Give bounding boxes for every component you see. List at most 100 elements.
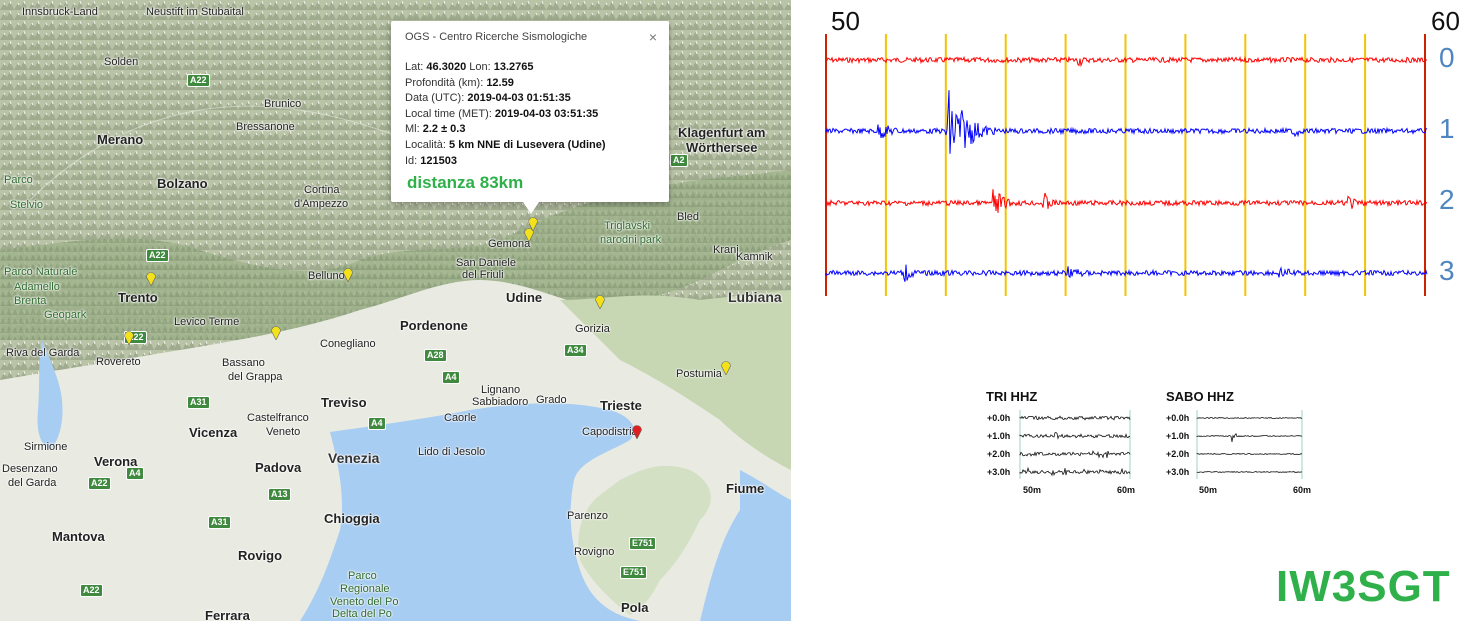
map-place-label: Ferrara xyxy=(205,608,250,621)
road-shield: E751 xyxy=(620,566,648,579)
map-place-label: Belluno xyxy=(308,270,345,282)
mini-helicorders xyxy=(1019,410,1303,479)
ml-label: Ml: xyxy=(405,123,420,136)
road-shield: A4 xyxy=(126,467,144,480)
map-place-label: Parenzo xyxy=(567,510,608,522)
map-place-label: Fiume xyxy=(726,481,765,496)
map-place-label: Brenta xyxy=(14,295,47,307)
mini-row-label: +1.0h xyxy=(987,431,1011,441)
id-row: Id: 121503 xyxy=(405,154,606,170)
map-place-label: Rovigno xyxy=(574,546,615,558)
map-place-label: Solden xyxy=(104,56,139,68)
mini-trace xyxy=(1019,450,1131,459)
map-view[interactable]: Innsbruck-Land Neustift im Stubaital Solde… xyxy=(0,0,791,621)
mini-trace xyxy=(1196,433,1303,442)
station-marker-icon[interactable] xyxy=(632,425,642,439)
map-place-label: Rovigo xyxy=(238,548,283,563)
map-place-label: Padova xyxy=(255,460,302,475)
earthquake-marker-icon[interactable] xyxy=(524,228,534,242)
map-place-label: Cortina xyxy=(304,184,340,196)
earthquake-marker-icon[interactable] xyxy=(721,361,731,375)
map-place-label: Capodistria xyxy=(582,426,638,438)
mini-trace xyxy=(1019,432,1131,440)
callsign: IW3SGT xyxy=(1276,562,1451,611)
map-place-label: Lubiana xyxy=(728,289,782,305)
map-place-label: Klagenfurt am xyxy=(678,125,766,140)
road-shield: A4 xyxy=(368,417,386,430)
channel-label-0: 0 xyxy=(1439,42,1455,73)
map-place-label: Lignano xyxy=(481,384,521,396)
mini-x-start: 50m xyxy=(1023,485,1042,495)
map-place-label: Caorle xyxy=(444,412,477,424)
date-row: Data (UTC): 2019-04-03 01:51:35 xyxy=(405,91,606,107)
map-place-label: del Grappa xyxy=(228,371,283,383)
location-row: Località: 5 km NNE di Lusevera (Udine) xyxy=(405,138,606,154)
mini-row-label: +3.0h xyxy=(987,467,1011,477)
earthquake-marker-icon[interactable] xyxy=(124,331,134,345)
map-place-label: Venezia xyxy=(328,450,380,466)
map-place-label: Postumia xyxy=(676,368,722,380)
mini-row-label: +2.0h xyxy=(987,449,1011,459)
mini-x-end: 60m xyxy=(1117,485,1136,495)
depth-value: 12.59 xyxy=(486,76,514,89)
road-shield: A4 xyxy=(442,371,460,384)
close-icon[interactable]: × xyxy=(648,29,657,45)
map-place-label: Innsbruck-Land xyxy=(22,6,98,18)
map-place-label: d'Ampezzo xyxy=(294,198,349,210)
loc-label: Località: xyxy=(405,138,446,151)
ml-value: 2.2 ± 0.3 xyxy=(422,123,466,136)
mini-x-start: 50m xyxy=(1199,485,1218,495)
map-place-label: Bolzano xyxy=(157,176,208,191)
start-minute-label: 50 xyxy=(831,6,860,36)
mini-row-label: +2.0h xyxy=(1166,449,1190,459)
map-place-label: Kamnik xyxy=(736,251,773,263)
road-shield: A34 xyxy=(564,344,587,357)
channel-label-3: 3 xyxy=(1439,255,1455,286)
map-place-label: Trento xyxy=(118,290,158,305)
map-place-label: Mantova xyxy=(52,529,105,544)
earthquake-marker-icon[interactable] xyxy=(528,217,538,231)
map-place-label: Bassano xyxy=(222,357,265,369)
map-place-label: del Garda xyxy=(8,477,57,489)
road-shield: A22 xyxy=(146,249,169,262)
earthquake-marker-icon[interactable] xyxy=(271,326,281,340)
id-label: Id: xyxy=(405,154,418,167)
earthquake-marker-icon[interactable] xyxy=(343,268,353,282)
channel-label-1: 1 xyxy=(1439,113,1455,144)
loc-value: 5 km NNE di Lusevera (Udine) xyxy=(449,138,606,151)
map-place-label: Delta del Po xyxy=(332,608,392,620)
earthquake-marker-icon[interactable] xyxy=(146,272,156,286)
map-place-label: Sabbiadoro xyxy=(472,396,529,408)
map-place-label: Bressanone xyxy=(236,121,295,133)
map-place-label: Vicenza xyxy=(189,425,238,440)
map-place-label: Desenzano xyxy=(2,463,58,475)
map-place-label: Pordenone xyxy=(400,318,468,333)
mini-title-sabo: SABO HHZ xyxy=(1166,389,1234,404)
trace-channel-2 xyxy=(825,189,1428,213)
map-place-label: Udine xyxy=(506,290,543,305)
seismogram-traces xyxy=(825,34,1428,296)
earthquake-marker-icon[interactable] xyxy=(595,295,605,309)
trace-channel-1 xyxy=(825,90,1428,154)
map-place-label: Conegliano xyxy=(320,338,376,350)
lon-value: 13.2765 xyxy=(493,61,534,73)
map-place-label: Chioggia xyxy=(324,511,380,526)
map-place-label: Rovereto xyxy=(96,356,141,368)
lat-value: 46.3020 xyxy=(426,61,467,73)
local-label: Local time (MET): xyxy=(405,107,492,120)
map-place-label: Parco Naturale xyxy=(4,266,78,278)
magnitude-row: Ml: 2.2 ± 0.3 xyxy=(405,122,606,138)
map-place-label: Grado xyxy=(536,394,567,406)
mini-trace xyxy=(1196,416,1303,419)
date-value: 2019-04-03 01:51:35 xyxy=(467,92,571,105)
map-place-label: Wörthersee xyxy=(686,140,758,155)
distance-label: distanza 83km xyxy=(407,173,524,192)
mini-trace xyxy=(1196,453,1303,455)
mini-trace xyxy=(1196,470,1303,474)
mini-row-label: +1.0h xyxy=(1166,431,1190,441)
map-place-label: Castelfranco xyxy=(247,412,309,424)
popup-details: Lat: 46.3020 Lon: 13.2765 Profondità (km… xyxy=(405,60,606,169)
lon-label: Lon: xyxy=(469,61,491,73)
road-shield: A22 xyxy=(80,584,103,597)
id-value: 121503 xyxy=(420,154,458,167)
